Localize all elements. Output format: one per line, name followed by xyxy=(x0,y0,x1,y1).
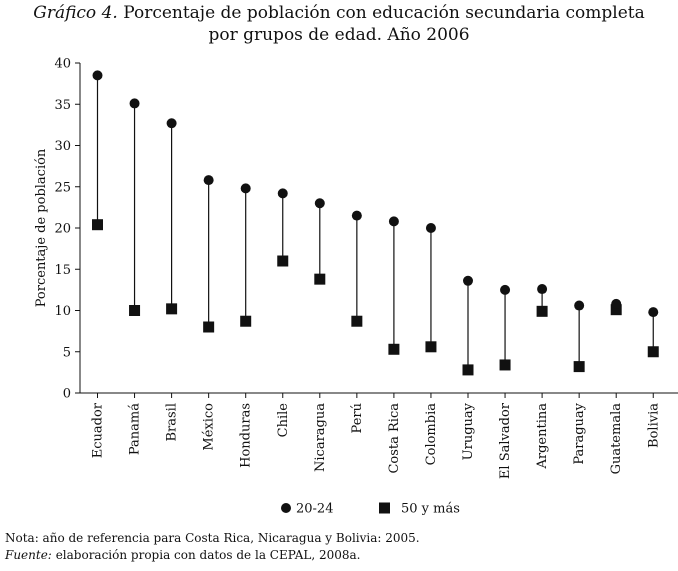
point-20-24 xyxy=(537,284,548,295)
point-20-24 xyxy=(425,223,436,233)
title-line-2: por grupos de edad. Año 2006 xyxy=(208,25,470,45)
point-20-24 xyxy=(611,298,622,309)
x-tick-label: Ecuador xyxy=(91,402,106,458)
point-50-y-mas xyxy=(647,346,659,358)
title-line-1: Porcentaje de población con educación se… xyxy=(123,3,645,23)
point-50-y-mas xyxy=(388,343,400,355)
x-tick-label: México xyxy=(202,403,217,451)
point-20-24 xyxy=(92,70,103,81)
x-tick-label: Paraguay xyxy=(572,402,587,464)
x-tick-label: Honduras xyxy=(239,403,254,468)
x-tick-label: El Salvador xyxy=(498,402,513,479)
point-20-24 xyxy=(388,216,399,227)
point-50-y-mas xyxy=(129,305,141,316)
x-tick-label: Brasil xyxy=(165,403,180,442)
fuente-label: Fuente: xyxy=(5,548,52,562)
point-20-24 xyxy=(166,118,177,129)
x-tick-label: Uruguay xyxy=(461,402,476,460)
point-20-24 xyxy=(500,284,511,295)
point-20-24 xyxy=(277,188,288,199)
x-tick-label: Costa Rica xyxy=(387,403,402,474)
x-tick-label: Nicaragua xyxy=(313,403,328,472)
point-50-y-mas xyxy=(425,341,437,353)
point-50-y-mas xyxy=(536,305,548,317)
point-50-y-mas xyxy=(462,364,474,376)
y-tick-label: 25 xyxy=(54,180,71,195)
point-20-24 xyxy=(129,98,140,109)
legend-label-50-y-mas: 50 y más xyxy=(401,502,460,517)
dot-range-chart: 0 5 10 15 20 25 30 35 40 Porcentaje de población E… xyxy=(34,57,678,517)
point-50-y-mas xyxy=(92,219,103,231)
point-50-y-mas xyxy=(277,255,289,267)
x-tick-label: Bolivia xyxy=(646,403,661,448)
x-tick-label: Argentina xyxy=(535,403,550,470)
y-tick-label: 0 xyxy=(63,387,71,402)
x-tick-label: Guatemala xyxy=(609,403,624,475)
y-tick-label: 10 xyxy=(54,304,71,319)
x-tick-label: Chile xyxy=(276,403,291,438)
point-20-24 xyxy=(203,175,214,186)
point-50-y-mas xyxy=(314,273,326,285)
point-50-y-mas xyxy=(240,315,252,327)
y-tick-label: 40 xyxy=(54,57,71,72)
y-tick-label: 35 xyxy=(54,98,71,113)
point-50-y-mas xyxy=(166,303,178,315)
y-tick-label: 30 xyxy=(54,139,71,154)
x-tick-label: Perú xyxy=(350,403,365,433)
point-20-24 xyxy=(648,307,659,318)
point-50-y-mas xyxy=(610,304,622,316)
point-20-24 xyxy=(574,300,585,311)
x-tick-label: Panamá xyxy=(128,403,143,455)
y-tick-label: 20 xyxy=(54,222,71,237)
legend-marker-20-24 xyxy=(281,503,291,513)
point-20-24 xyxy=(314,198,325,209)
y-tick-label: 5 xyxy=(63,345,71,360)
legend-marker-50-y-mas xyxy=(379,502,390,514)
fuente-text: elaboración propia con datos de la CEPAL… xyxy=(55,548,361,562)
footnote-fuente: Fuente: elaboración propia con datos de … xyxy=(5,547,360,563)
point-20-24 xyxy=(240,183,251,194)
legend-label-20-24: 20-24 xyxy=(296,502,333,517)
y-tick-label: 15 xyxy=(54,263,71,278)
point-20-24 xyxy=(351,210,362,221)
point-50-y-mas xyxy=(351,315,363,327)
x-tick-label: Colombia xyxy=(424,403,439,466)
point-50-y-mas xyxy=(573,361,585,373)
point-50-y-mas xyxy=(499,359,511,371)
point-50-y-mas xyxy=(203,321,215,333)
footnote-nota: Nota: año de referencia para Costa Rica,… xyxy=(5,531,420,545)
point-20-24 xyxy=(463,275,473,286)
y-axis-label: Porcentaje de población xyxy=(34,148,49,307)
figure-number: Gráfico 4. xyxy=(33,3,118,23)
